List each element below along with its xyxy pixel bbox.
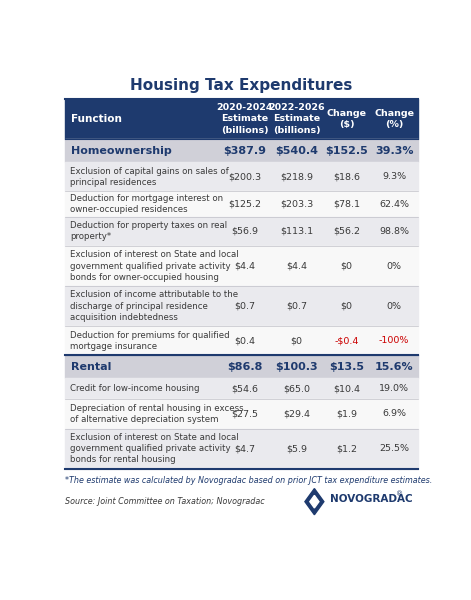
Bar bbox=[65, 217, 418, 246]
Text: $0: $0 bbox=[291, 336, 303, 345]
Text: $27.5: $27.5 bbox=[231, 409, 258, 418]
Text: -$0.4: -$0.4 bbox=[334, 336, 359, 345]
Text: Source: Joint Committee on Taxation; Novogradac: Source: Joint Committee on Taxation; Nov… bbox=[65, 497, 265, 506]
Text: $125.2: $125.2 bbox=[228, 200, 261, 209]
Text: $4.7: $4.7 bbox=[234, 444, 255, 453]
Text: Function: Function bbox=[71, 114, 122, 124]
Text: $0.7: $0.7 bbox=[234, 302, 255, 311]
Polygon shape bbox=[305, 488, 324, 515]
Text: $10.4: $10.4 bbox=[333, 385, 360, 394]
Text: 19.0%: 19.0% bbox=[379, 385, 409, 394]
Text: 2022-2026
Estimate
(billions): 2022-2026 Estimate (billions) bbox=[268, 103, 325, 134]
Text: $5.9: $5.9 bbox=[286, 444, 307, 453]
Text: $78.1: $78.1 bbox=[333, 200, 360, 209]
Text: 98.8%: 98.8% bbox=[379, 227, 409, 236]
Text: $387.9: $387.9 bbox=[223, 146, 266, 155]
Text: 9.3%: 9.3% bbox=[382, 172, 406, 181]
Text: $200.3: $200.3 bbox=[228, 172, 261, 181]
Text: ®: ® bbox=[396, 491, 403, 497]
Text: $56.2: $56.2 bbox=[333, 227, 360, 236]
Text: $1.9: $1.9 bbox=[336, 409, 357, 418]
Text: $4.4: $4.4 bbox=[286, 262, 307, 271]
Text: *The estimate was calculated by Novogradac based on prior JCT tax expenditure es: *The estimate was calculated by Novograd… bbox=[65, 476, 432, 485]
Text: $540.4: $540.4 bbox=[275, 146, 318, 155]
Text: Exclusion of capital gains on sales of
principal residences: Exclusion of capital gains on sales of p… bbox=[71, 167, 229, 187]
Text: $0: $0 bbox=[341, 262, 353, 271]
Text: $0.4: $0.4 bbox=[234, 336, 255, 345]
Text: $0.7: $0.7 bbox=[286, 302, 307, 311]
Text: $100.3: $100.3 bbox=[276, 362, 318, 372]
Text: Deduction for property taxes on real
property*: Deduction for property taxes on real pro… bbox=[71, 221, 227, 241]
Text: $18.6: $18.6 bbox=[333, 172, 360, 181]
Bar bbox=[65, 286, 418, 326]
Bar bbox=[65, 191, 418, 217]
Text: $54.6: $54.6 bbox=[231, 385, 258, 394]
Bar bbox=[65, 379, 418, 399]
Text: $13.5: $13.5 bbox=[329, 362, 364, 372]
Bar bbox=[65, 399, 418, 428]
Text: $113.1: $113.1 bbox=[280, 227, 313, 236]
Text: $152.5: $152.5 bbox=[325, 146, 368, 155]
Text: Depreciation of rental housing in excess
of alternative depreciation system: Depreciation of rental housing in excess… bbox=[71, 404, 244, 424]
Text: 25.5%: 25.5% bbox=[379, 444, 409, 453]
Text: Rental: Rental bbox=[71, 362, 111, 372]
Text: Change
(%): Change (%) bbox=[374, 109, 414, 129]
Text: $1.2: $1.2 bbox=[336, 444, 357, 453]
Text: Exclusion of interest on State and local
government qualified private activity
b: Exclusion of interest on State and local… bbox=[71, 250, 239, 281]
Text: 2020-2024
Estimate
(billions): 2020-2024 Estimate (billions) bbox=[216, 103, 273, 134]
Polygon shape bbox=[310, 496, 319, 508]
Bar bbox=[65, 326, 418, 355]
Text: Exclusion of income attributable to the
discharge of principal residence
acquisi: Exclusion of income attributable to the … bbox=[71, 290, 239, 322]
Text: $203.3: $203.3 bbox=[280, 200, 313, 209]
Bar bbox=[65, 99, 418, 139]
Text: Deduction for premiums for qualified
mortgage insurance: Deduction for premiums for qualified mor… bbox=[71, 331, 230, 351]
Text: Deduction for mortgage interest on
owner-occupied residences: Deduction for mortgage interest on owner… bbox=[71, 194, 224, 214]
Text: $56.9: $56.9 bbox=[231, 227, 258, 236]
Bar bbox=[65, 246, 418, 286]
Bar bbox=[65, 428, 418, 469]
Text: 62.4%: 62.4% bbox=[379, 200, 409, 209]
Text: $218.9: $218.9 bbox=[280, 172, 313, 181]
Text: $4.4: $4.4 bbox=[234, 262, 255, 271]
Text: 6.9%: 6.9% bbox=[382, 409, 406, 418]
Bar bbox=[65, 355, 418, 379]
Text: $86.8: $86.8 bbox=[227, 362, 262, 372]
Text: Change
($): Change ($) bbox=[327, 109, 366, 129]
Text: 39.3%: 39.3% bbox=[375, 146, 414, 155]
Text: 0%: 0% bbox=[387, 302, 402, 311]
Text: $29.4: $29.4 bbox=[283, 409, 310, 418]
Bar bbox=[65, 162, 418, 191]
Text: Credit for low-income housing: Credit for low-income housing bbox=[71, 385, 200, 394]
Text: 15.6%: 15.6% bbox=[375, 362, 414, 372]
Text: $65.0: $65.0 bbox=[283, 385, 310, 394]
Text: -100%: -100% bbox=[379, 336, 409, 345]
Text: NOVOGRADAC: NOVOGRADAC bbox=[330, 494, 413, 505]
Text: 0%: 0% bbox=[387, 262, 402, 271]
Text: Homeownership: Homeownership bbox=[71, 146, 171, 155]
Bar bbox=[65, 139, 418, 162]
Text: $0: $0 bbox=[341, 302, 353, 311]
Text: Exclusion of interest on State and local
government qualified private activity
b: Exclusion of interest on State and local… bbox=[71, 433, 239, 464]
Text: Housing Tax Expenditures: Housing Tax Expenditures bbox=[130, 79, 353, 94]
